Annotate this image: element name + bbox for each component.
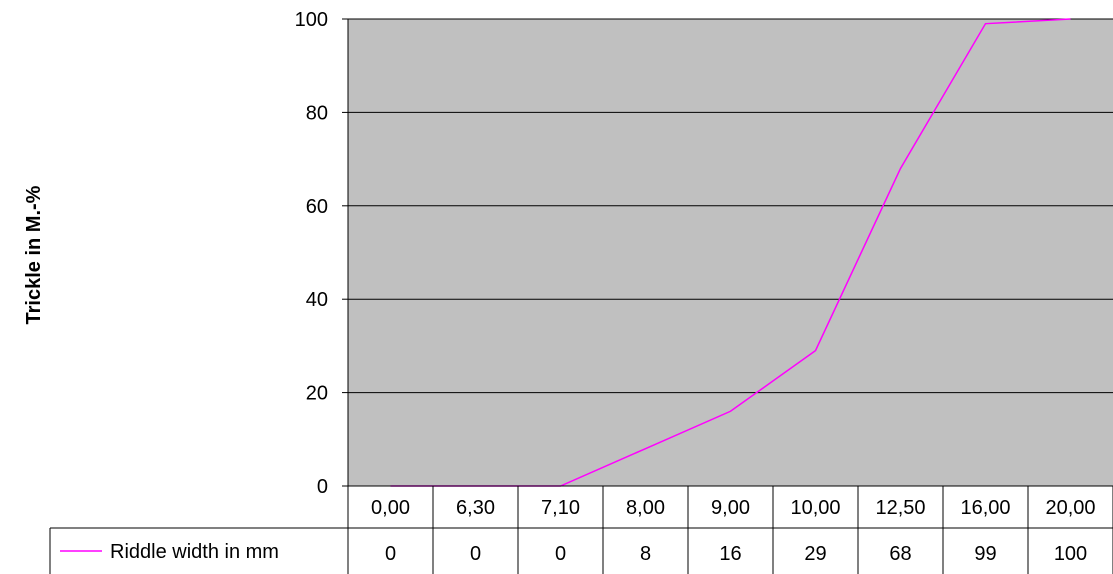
data-table-value: 8 [640,543,651,565]
data-table-value: 99 [974,543,996,565]
x-category-label: 0,00 [371,497,410,519]
plot-background [348,19,1113,486]
legend-series-name: Riddle width in mm [110,541,279,563]
y-tick-label: 80 [306,102,328,124]
y-axis-ticks: 0 20 40 60 80 100 [295,9,348,498]
y-tick-label: 20 [306,383,328,405]
data-table-value: 16 [719,543,741,565]
x-category-label: 6,30 [456,497,495,519]
x-category-label: 8,00 [626,497,665,519]
y-tick-label: 40 [306,289,328,311]
y-tick-label: 100 [295,9,328,31]
y-tick-label: 0 [317,476,328,498]
data-table-value: 0 [470,543,481,565]
data-table-value: 68 [889,543,911,565]
data-table-value: 100 [1054,543,1087,565]
x-category-label: 12,50 [875,497,925,519]
data-table-value: 0 [385,543,396,565]
x-category-label: 7,10 [541,497,580,519]
data-table: 0,00 6,30 7,10 8,00 9,00 10,00 12,50 16,00 20,00… [49,485,1113,574]
plot-area [347,18,1113,487]
x-category-label: 20,00 [1045,497,1095,519]
data-table-value: 29 [804,543,826,565]
y-axis-title: Trickle in M.-% [23,185,45,324]
y-tick-label: 60 [306,196,328,218]
x-category-label: 10,00 [790,497,840,519]
x-category-label: 9,00 [711,497,750,519]
data-table-value: 0 [555,543,566,565]
x-category-label: 16,00 [960,497,1010,519]
